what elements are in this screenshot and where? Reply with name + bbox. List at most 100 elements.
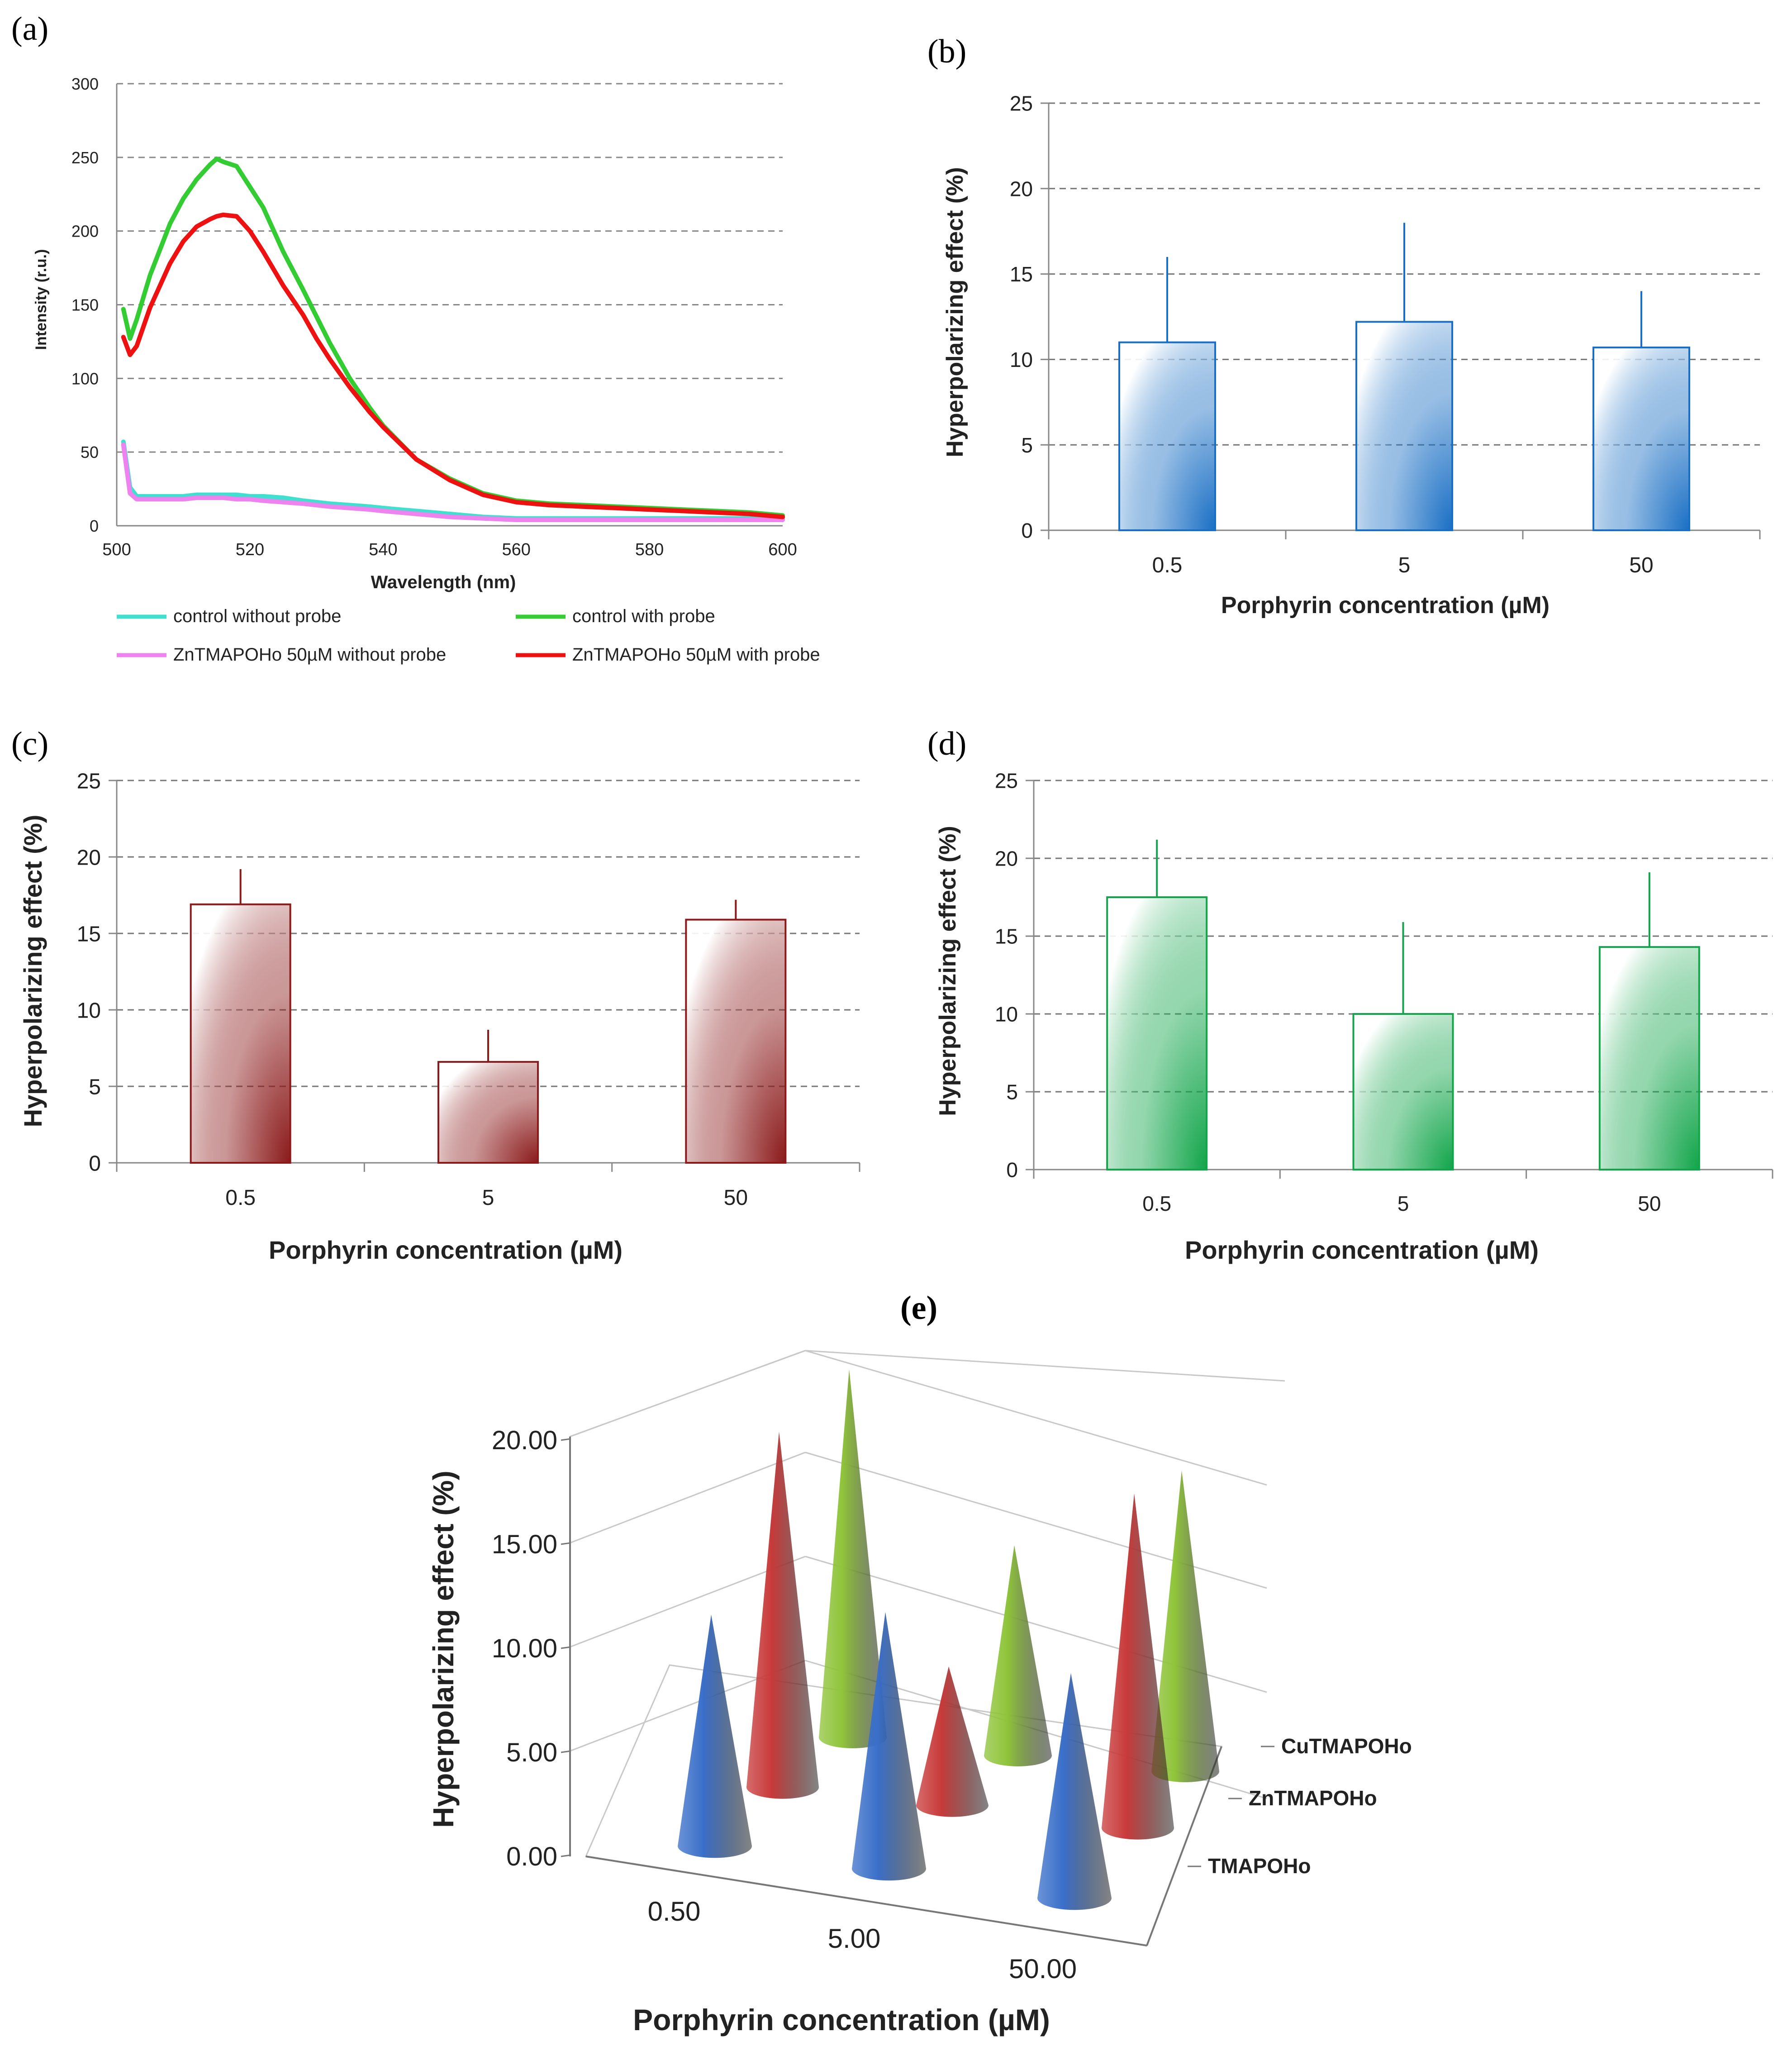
y-tick-label: 300 <box>71 75 99 93</box>
cone-CuTMAPOHo-2 <box>1151 1470 1219 1782</box>
panel-e-y-axis-label: Hyperpolarizing effect (%) <box>427 1470 460 1827</box>
y-tick-mark <box>561 1750 571 1753</box>
y-tick-label: 15 <box>995 925 1018 948</box>
wall-gridline <box>570 1556 806 1648</box>
y-tick-label: 0.00 <box>506 1842 557 1871</box>
y-tick-label: 20 <box>995 847 1018 871</box>
panel-d-x-ticks: 0.5 5 50 <box>1142 1192 1661 1215</box>
y-tick-label: 10 <box>1010 348 1033 371</box>
cone-ZnTMAPOHo-1 <box>916 1666 989 1817</box>
panel-b-x-ticks: 0.5 5 50 <box>1152 553 1654 577</box>
x-tick-label: 50 <box>724 1186 748 1210</box>
y-tick-label: 5 <box>1021 433 1033 457</box>
y-tick-mark <box>561 1542 571 1545</box>
panel-a-label: (a) <box>11 10 48 48</box>
y-tick-label: 25 <box>1010 92 1033 115</box>
legend-label-3: ZnTMAPOHo 50µM with probe <box>572 645 820 665</box>
bar <box>1355 321 1453 531</box>
y-tick-mark <box>561 1646 571 1649</box>
cone-ZnTMAPOHo-0 <box>746 1432 819 1799</box>
bar <box>1106 896 1208 1171</box>
y-tick-label: 20.00 <box>492 1426 557 1455</box>
panel-b-y-axis-label: Hyperpolarizing effect (%) <box>942 167 968 457</box>
panel-d-label: (d) <box>927 725 966 762</box>
panel-a-line-chart: (a) 0 50 100 150 200 250 300 500 520 540 560 580 60… <box>11 10 820 665</box>
back-wall-gridline <box>805 1451 1267 1589</box>
bar <box>1118 341 1216 531</box>
panel-c-x-axis-label: Porphyrin concentration (µM) <box>269 1236 623 1264</box>
panel-b-label: (b) <box>927 33 966 70</box>
panel-d-bars <box>1106 839 1700 1171</box>
y-tick-label: 250 <box>71 148 99 167</box>
y-tick-label: 15.00 <box>492 1530 557 1559</box>
panel-a-legend: control without probe control with probe Z… <box>117 606 820 665</box>
y-tick-label: 0 <box>90 517 99 535</box>
x-tick-label: 5 <box>1398 553 1411 577</box>
x-tick-label: 5.00 <box>828 1923 881 1954</box>
x-axis-line <box>585 1856 1147 1946</box>
series-label-1: ZnTMAPOHo <box>1249 1786 1377 1810</box>
y-tick-label: 50 <box>81 443 99 462</box>
legend-label-0: control without probe <box>173 606 341 626</box>
bar <box>437 1061 539 1164</box>
y-tick-label: 0 <box>1021 519 1033 542</box>
x-tick-label: 600 <box>768 540 797 559</box>
panel-e-x-ticks: 0.50 5.00 50.00 <box>648 1896 1077 1984</box>
panel-c-bars <box>190 869 787 1164</box>
panel-a-gridlines <box>117 83 783 453</box>
series-line-2 <box>121 442 785 522</box>
y-tick-label: 15 <box>77 922 101 946</box>
x-tick-label: 0.5 <box>1142 1192 1171 1215</box>
y-tick-label: 100 <box>71 369 99 388</box>
series-line-3 <box>121 212 785 519</box>
panel-d-bar-chart: (d) 0 5 10 15 20 25 0.5 5 50 Hyperpolarizing ef… <box>927 725 1773 1264</box>
x-tick-label: 0.5 <box>225 1186 256 1210</box>
y-tick-label: 0 <box>1006 1158 1018 1182</box>
panel-a-x-axis-label: Wavelength (nm) <box>371 572 516 592</box>
panel-a-axes <box>116 84 783 527</box>
series-label-2: CuTMAPOHo <box>1281 1734 1412 1758</box>
x-tick-label: 500 <box>102 540 131 559</box>
panel-e-3d-cone-chart: (e) 0.00 5.00 10.00 15.00 20.00 0.50 5.00 50.0… <box>427 1289 1412 2036</box>
x-tick-label: 580 <box>635 540 664 559</box>
x-tick-label: 560 <box>502 540 530 559</box>
panel-e-cones <box>678 1369 1219 1910</box>
y-tick-label: 5 <box>89 1075 101 1099</box>
panel-c-label: (c) <box>11 725 48 762</box>
panel-b-y-ticks: 0 5 10 15 20 25 <box>1010 92 1049 542</box>
depth-axis-line <box>1146 1746 1222 1946</box>
y-tick-label: 15 <box>1010 262 1033 286</box>
panel-d-y-ticks: 0 5 10 15 20 25 <box>995 769 1034 1182</box>
panel-a-y-axis-label: Intensity (r.u.) <box>33 249 50 350</box>
y-tick-label: 150 <box>71 296 99 314</box>
x-tick-label: 0.5 <box>1152 553 1183 577</box>
x-tick-label: 540 <box>369 540 397 559</box>
bar <box>685 918 787 1164</box>
y-tick-label: 20 <box>77 846 101 870</box>
legend-label-2: ZnTMAPOHo 50µM without probe <box>173 645 446 665</box>
panel-c-y-axis-label: Hyperpolarizing effect (%) <box>19 815 47 1128</box>
panel-b-x-axis-label: Porphyrin concentration (µM) <box>1221 592 1550 619</box>
cone-CuTMAPOHo-1 <box>984 1545 1052 1766</box>
panel-c-y-ticks: 0 5 10 15 20 25 <box>77 769 117 1175</box>
panel-c-x-ticks: 0.5 5 50 <box>225 1186 748 1210</box>
cone-CuTMAPOHo-0 <box>819 1369 887 1748</box>
panel-e-x-axis-label: Porphyrin concentration (µM) <box>633 2003 1050 2036</box>
series-line-1 <box>121 157 785 518</box>
cone-ZnTMAPOHo-2 <box>1102 1493 1174 1840</box>
panel-c-bar-chart: (c) 0 5 10 15 20 25 0.5 5 50 Hyperpolarizing ef… <box>11 725 860 1264</box>
back-wall-gridline <box>805 1350 1267 1486</box>
y-tick-mark <box>561 1438 571 1441</box>
y-tick-label: 10 <box>77 999 101 1023</box>
bar <box>190 903 291 1164</box>
panel-b-bars <box>1118 223 1690 532</box>
x-tick-label: 50 <box>1638 1192 1661 1215</box>
x-tick-label: 0.50 <box>648 1896 701 1927</box>
panel-e-label: (e) <box>900 1289 937 1327</box>
y-tick-label: 10.00 <box>492 1634 557 1663</box>
back-wall-top-edge <box>805 1350 1285 1382</box>
panel-e-y-ticks: 0.00 5.00 10.00 15.00 20.00 <box>492 1426 571 1871</box>
cone-TMAPOHo-2 <box>1037 1673 1112 1910</box>
panel-b-bar-chart: (b) 0 5 10 15 20 25 0.5 5 50 Hyperpolarizing ef… <box>927 33 1761 619</box>
